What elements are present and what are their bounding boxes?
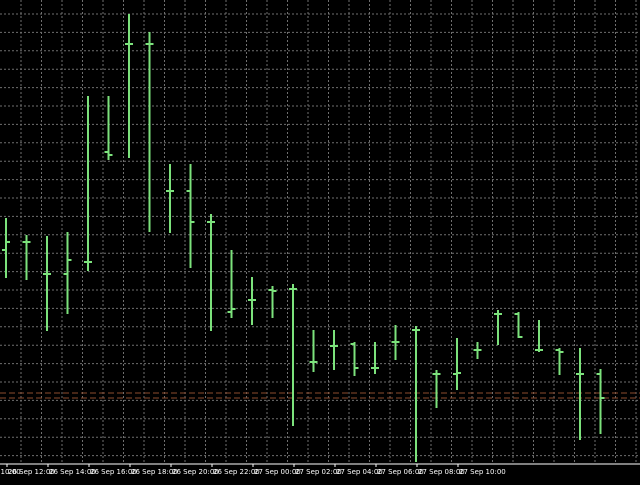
- x-tick-label-0: 26 Sep 12:00: [8, 468, 55, 476]
- ohlc-bar-1: [22, 235, 31, 280]
- ohlc-bar-23: [473, 342, 482, 359]
- ohlc-bar-14: [289, 284, 297, 426]
- x-tick-label-1: 26 Sep 14:00: [49, 468, 96, 476]
- x-tick-label-7: 27 Sep 02:00: [295, 468, 342, 476]
- price-lines: [0, 392, 640, 399]
- ohlc-bar-17: [350, 342, 359, 376]
- ohlc-bar-3: [63, 232, 72, 314]
- ohlc-bar-12: [248, 277, 256, 325]
- ohlc-bar-9: [186, 164, 195, 268]
- ohlc-bar-6: [125, 14, 133, 158]
- ohlc-bar-28: [576, 348, 584, 440]
- ohlc-bar-21: [432, 370, 441, 408]
- ohlc-bar-2: [43, 236, 51, 331]
- ohlc-bar-7: [145, 32, 154, 232]
- gridlines: [0, 0, 640, 464]
- x-tick-label-2: 26 Sep 16:00: [90, 468, 137, 476]
- x-tick-label-partial-0: 26 Sep 10:00: [0, 468, 21, 476]
- ohlc-bar-11: [227, 250, 236, 318]
- ohlc-bar-16: [330, 330, 338, 370]
- ohlc-bars: [2, 14, 605, 462]
- ohlc-bar-19: [391, 325, 400, 360]
- x-tick-label-8: 27 Sep 04:00: [336, 468, 383, 476]
- x-tick-label-6: 27 Sep 00:00: [254, 468, 301, 476]
- ohlc-bar-0: [2, 218, 10, 278]
- x-tick-label-3: 26 Sep 18:00: [131, 468, 178, 476]
- ohlc-bar-8: [166, 164, 174, 233]
- x-tick-label-4: 26 Sep 20:00: [172, 468, 219, 476]
- ohlc-bar-5: [104, 96, 113, 160]
- x-tick-label-11: 27 Sep 10:00: [459, 468, 506, 476]
- ohlc-bar-25: [514, 312, 523, 338]
- ohlc-bar-22: [453, 338, 461, 390]
- ohlc-bar-20: [412, 326, 420, 462]
- ohlc-bar-24: [494, 310, 502, 345]
- x-tick-label-10: 27 Sep 08:00: [418, 468, 465, 476]
- x-tick-label-5: 26 Sep 22:00: [213, 468, 260, 476]
- ohlc-bar-10: [207, 214, 215, 331]
- ohlc-bar-15: [309, 330, 318, 372]
- ohlc-bar-18: [371, 342, 379, 374]
- ohlc-bar-29: [596, 369, 605, 434]
- ohlc-bar-13: [268, 286, 277, 318]
- ohlc-bar-4: [84, 96, 92, 271]
- x-tick-label-9: 27 Sep 06:00: [377, 468, 424, 476]
- ohlc-bar-26: [535, 320, 543, 352]
- ohlc-bar-27: [555, 348, 564, 375]
